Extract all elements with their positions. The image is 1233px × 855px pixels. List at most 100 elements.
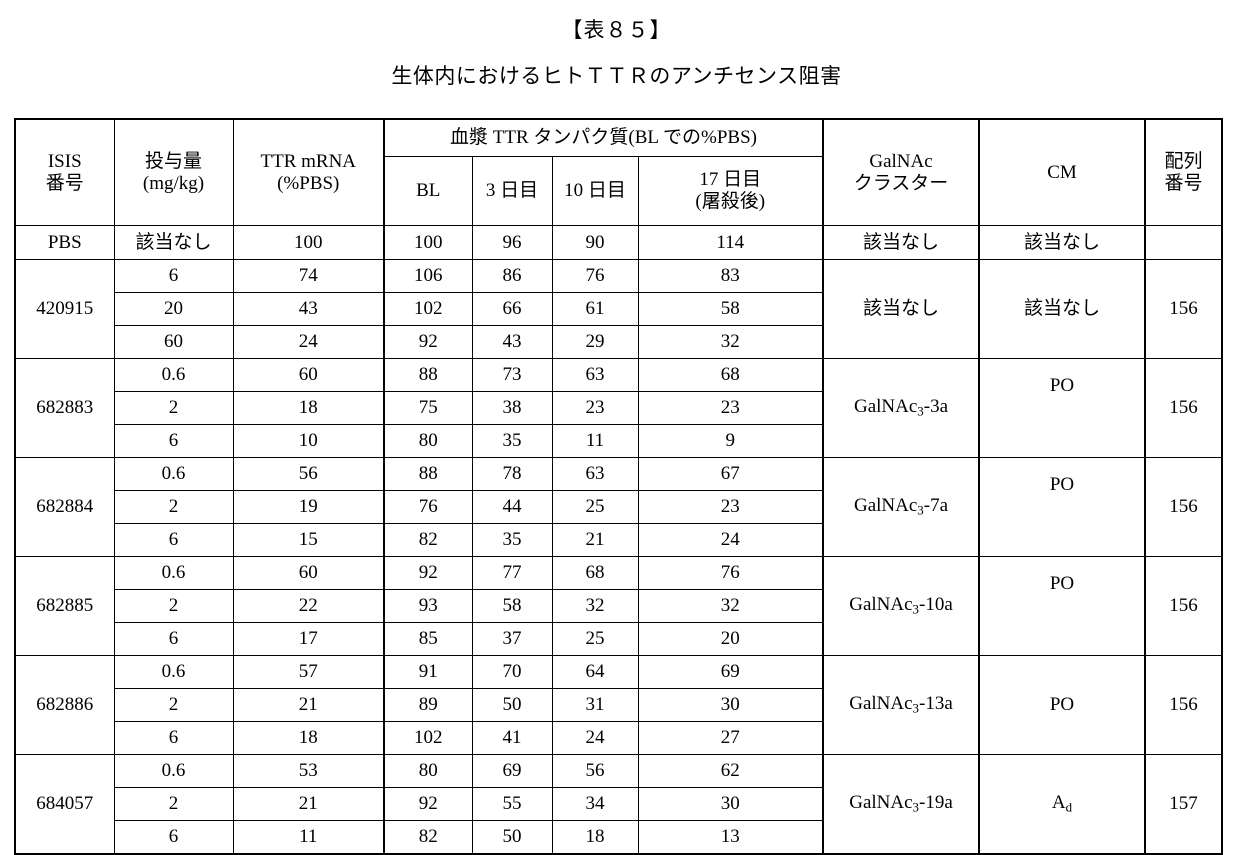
cell-plasma-bl: 100 bbox=[384, 226, 472, 260]
cell-dose: 2 bbox=[114, 491, 233, 524]
cell-ttr-mrna: 17 bbox=[233, 623, 384, 656]
cell-plasma-day10: 25 bbox=[552, 491, 638, 524]
cell-plasma-bl: 80 bbox=[384, 755, 472, 788]
cell-ttr-mrna: 74 bbox=[233, 260, 384, 293]
cell-plasma-day10: 23 bbox=[552, 392, 638, 425]
header-day17: 17 日目 (屠殺後) bbox=[638, 157, 823, 226]
cell-plasma-bl: 102 bbox=[384, 722, 472, 755]
cell-isis-number: PBS bbox=[15, 226, 114, 260]
table-row: PBS該当なし1001009690114該当なし該当なし bbox=[15, 226, 1222, 260]
cm-value: 該当なし bbox=[980, 232, 1144, 254]
cell-plasma-day10: 31 bbox=[552, 689, 638, 722]
cell-plasma-bl: 91 bbox=[384, 656, 472, 689]
cell-sequence-number: 156 bbox=[1145, 656, 1222, 755]
cell-dose: 20 bbox=[114, 293, 233, 326]
cell-plasma-day10: 21 bbox=[552, 524, 638, 557]
cell-plasma-day10: 76 bbox=[552, 260, 638, 293]
header-row-1: ISIS 番号 投与量 (mg/kg) TTR mRNA (%PBS) 血漿 T… bbox=[15, 119, 1222, 157]
cell-plasma-day17: 32 bbox=[638, 590, 823, 623]
cell-ttr-mrna: 11 bbox=[233, 821, 384, 855]
header-seq-line1: 配列 bbox=[1146, 151, 1221, 173]
cell-plasma-bl: 89 bbox=[384, 689, 472, 722]
cell-plasma-bl: 88 bbox=[384, 359, 472, 392]
cell-plasma-day10: 61 bbox=[552, 293, 638, 326]
ttr-antisense-table: ISIS 番号 投与量 (mg/kg) TTR mRNA (%PBS) 血漿 T… bbox=[14, 118, 1223, 855]
cell-plasma-bl: 92 bbox=[384, 557, 472, 590]
cell-plasma-day10: 90 bbox=[552, 226, 638, 260]
table-header: ISIS 番号 投与量 (mg/kg) TTR mRNA (%PBS) 血漿 T… bbox=[15, 119, 1222, 226]
cm-value: PO bbox=[980, 694, 1144, 716]
cell-ttr-mrna: 60 bbox=[233, 557, 384, 590]
cell-plasma-day17: 27 bbox=[638, 722, 823, 755]
cell-plasma-day17: 69 bbox=[638, 656, 823, 689]
cell-plasma-bl: 76 bbox=[384, 491, 472, 524]
cell-plasma-day10: 64 bbox=[552, 656, 638, 689]
table-caption: 生体内におけるヒトＴＴＲのアンチセンス阻害 bbox=[0, 60, 1233, 90]
header-galnac-line1: GalNAc bbox=[824, 151, 978, 173]
cell-plasma-day10: 24 bbox=[552, 722, 638, 755]
cell-cm: 該当なし bbox=[979, 260, 1145, 359]
cell-plasma-day10: 29 bbox=[552, 326, 638, 359]
cell-ttr-mrna: 18 bbox=[233, 722, 384, 755]
header-dose: 投与量 (mg/kg) bbox=[114, 119, 233, 226]
header-galnac-cluster: GalNAc クラスター bbox=[823, 119, 979, 226]
cell-dose: 6 bbox=[114, 524, 233, 557]
cell-plasma-day3: 50 bbox=[472, 689, 552, 722]
header-day17-line1: 17 日目 bbox=[639, 169, 823, 191]
cell-ttr-mrna: 21 bbox=[233, 788, 384, 821]
cell-dose: 0.6 bbox=[114, 656, 233, 689]
header-galnac-line2: クラスター bbox=[824, 173, 978, 195]
cell-plasma-bl: 106 bbox=[384, 260, 472, 293]
cell-plasma-bl: 85 bbox=[384, 623, 472, 656]
cell-plasma-day10: 63 bbox=[552, 359, 638, 392]
cell-dose: 6 bbox=[114, 425, 233, 458]
cell-plasma-day3: 43 bbox=[472, 326, 552, 359]
cell-plasma-day17: 76 bbox=[638, 557, 823, 590]
cell-dose: 0.6 bbox=[114, 755, 233, 788]
cell-ttr-mrna: 57 bbox=[233, 656, 384, 689]
header-cm: CM bbox=[979, 119, 1145, 226]
cell-ttr-mrna: 18 bbox=[233, 392, 384, 425]
cell-dose: 2 bbox=[114, 788, 233, 821]
cell-ttr-mrna: 19 bbox=[233, 491, 384, 524]
cell-dose: 6 bbox=[114, 722, 233, 755]
cell-ttr-mrna: 53 bbox=[233, 755, 384, 788]
cell-isis-number: 682883 bbox=[15, 359, 114, 458]
cell-plasma-day3: 44 bbox=[472, 491, 552, 524]
cell-plasma-day3: 41 bbox=[472, 722, 552, 755]
cell-dose: 6 bbox=[114, 623, 233, 656]
cell-plasma-day17: 9 bbox=[638, 425, 823, 458]
cell-plasma-day3: 73 bbox=[472, 359, 552, 392]
header-isis-line2: 番号 bbox=[16, 173, 114, 195]
cell-cm: PO bbox=[979, 656, 1145, 755]
cell-ttr-mrna: 56 bbox=[233, 458, 384, 491]
cell-sequence-number: 156 bbox=[1145, 359, 1222, 458]
cell-plasma-bl: 80 bbox=[384, 425, 472, 458]
cell-dose: 0.6 bbox=[114, 458, 233, 491]
table-body: PBS該当なし1001009690114該当なし該当なし420915674106… bbox=[15, 226, 1222, 855]
header-dose-line2: (mg/kg) bbox=[115, 173, 233, 195]
cm-value: Ad bbox=[980, 792, 1144, 815]
table-row: 420915674106867683該当なし該当なし156 bbox=[15, 260, 1222, 293]
cell-plasma-day10: 25 bbox=[552, 623, 638, 656]
cell-plasma-day17: 62 bbox=[638, 755, 823, 788]
cell-isis-number: 682886 bbox=[15, 656, 114, 755]
cell-plasma-day10: 11 bbox=[552, 425, 638, 458]
cell-plasma-bl: 82 bbox=[384, 524, 472, 557]
cell-plasma-day3: 38 bbox=[472, 392, 552, 425]
cm-value: PO bbox=[980, 474, 1144, 496]
header-seq-line2: 番号 bbox=[1146, 173, 1221, 195]
cell-isis-number: 682885 bbox=[15, 557, 114, 656]
cell-plasma-bl: 82 bbox=[384, 821, 472, 855]
cell-plasma-day17: 23 bbox=[638, 392, 823, 425]
cell-cm: 該当なし bbox=[979, 226, 1145, 260]
cell-ttr-mrna: 21 bbox=[233, 689, 384, 722]
cell-dose: 2 bbox=[114, 689, 233, 722]
cell-plasma-day10: 68 bbox=[552, 557, 638, 590]
cell-plasma-day3: 86 bbox=[472, 260, 552, 293]
header-day10: 10 日目 bbox=[552, 157, 638, 226]
cm-value: 該当なし bbox=[980, 298, 1144, 320]
cell-plasma-day3: 58 bbox=[472, 590, 552, 623]
cell-plasma-bl: 93 bbox=[384, 590, 472, 623]
cell-plasma-day3: 96 bbox=[472, 226, 552, 260]
